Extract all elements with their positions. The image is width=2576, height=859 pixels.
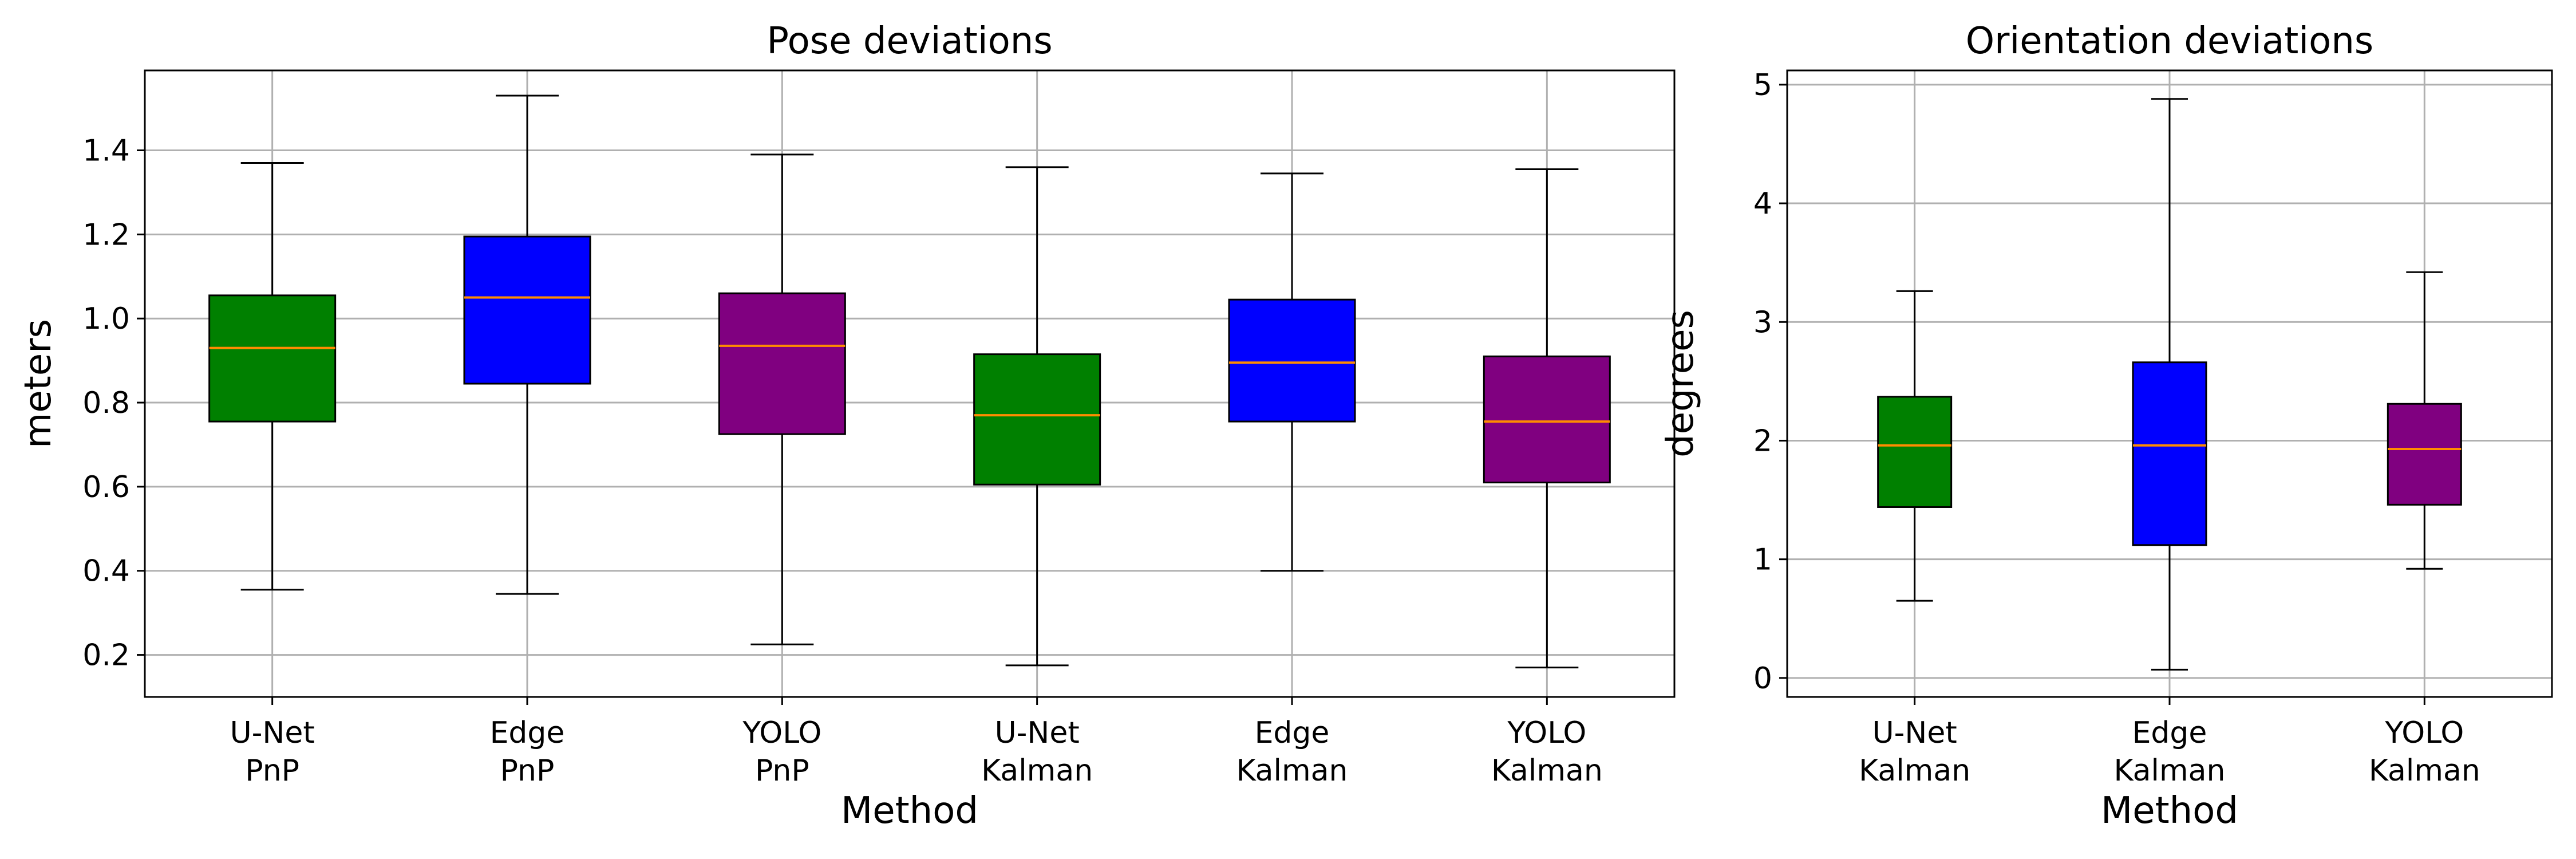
x-tick-label-line1: U-Net <box>995 716 1080 750</box>
x-tick-label-line1: Edge <box>490 716 565 750</box>
plot-frame <box>144 69 1676 698</box>
y-tick-label: 2 <box>1753 424 1772 458</box>
iqr-box <box>2132 361 2207 546</box>
box-plot-2 <box>463 94 591 595</box>
box-plot-3 <box>718 153 846 645</box>
y-tick-label: 0.2 <box>82 639 130 673</box>
box-plot-5 <box>1228 172 1356 572</box>
iqr-box <box>1877 396 1953 508</box>
y-tick-label: 1.0 <box>82 302 130 336</box>
x-tick-label-line2: Kalman <box>1236 754 1348 788</box>
x-tick-label-line1: Edge <box>1255 716 1330 750</box>
y-tick-label: 1.2 <box>82 218 130 252</box>
x-tick-label-line2: Kalman <box>2369 754 2480 788</box>
y-axis-label: meters <box>17 319 60 448</box>
x-tick-label-line2: PnP <box>500 754 555 788</box>
y-tick-label: 0.8 <box>82 386 130 420</box>
y-tick-label: 4 <box>1753 187 1772 221</box>
x-tick-label-line1: YOLO <box>742 716 821 750</box>
x-axis-label: Method <box>841 790 978 832</box>
iqr-box <box>463 235 591 385</box>
x-tick-label-line1: Edge <box>2132 716 2207 750</box>
iqr-box <box>2387 403 2462 506</box>
iqr-box <box>718 292 846 435</box>
y-tick-label: 1.4 <box>82 134 130 168</box>
pose-deviations-panel: 0.2 0.4 0.6 0.8 1.0 1.2 1.4 U-Net PnP Edge PnP YOLO… <box>17 20 1676 832</box>
x-tick-label-line2: PnP <box>245 754 299 788</box>
x-tick-label-line2: Kalman <box>1491 754 1603 788</box>
y-tick-label: 1 <box>1753 543 1772 577</box>
x-tick-label-line1: U-Net <box>230 716 315 750</box>
y-axis-label: degrees <box>1660 310 1702 458</box>
y-tick-label: 0.6 <box>82 470 130 505</box>
box-plot-1 <box>208 162 337 591</box>
y-tick-label: 0.4 <box>82 554 130 589</box>
x-tick-label-line2: Kalman <box>2114 754 2226 788</box>
orientation-deviations-panel: 0 1 2 3 4 5 U-Net Kalman Edge Kalman YOLO Kalman Ori… <box>1660 20 2553 832</box>
box-plot-1 <box>1877 290 1953 602</box>
x-tick-label-line2: Kalman <box>1859 754 1970 788</box>
box-plot-3 <box>2387 271 2462 570</box>
chart-title: Orientation deviations <box>1966 20 2373 62</box>
y-tick-label: 3 <box>1753 305 1772 340</box>
x-axis-label: Method <box>2101 790 2238 832</box>
chart-title: Pose deviations <box>767 20 1052 62</box>
iqr-box <box>1483 355 1611 484</box>
box-plot-6 <box>1483 168 1611 669</box>
x-tick-label-line2: PnP <box>755 754 809 788</box>
x-tick-label-line1: YOLO <box>1507 716 1586 750</box>
box-plot-2 <box>2132 98 2207 671</box>
x-tick-label-line1: U-Net <box>1872 716 1957 750</box>
x-tick-label-line2: Kalman <box>981 754 1093 788</box>
iqr-box <box>973 353 1101 486</box>
y-tick-label: 5 <box>1753 68 1772 103</box>
box-plot-4 <box>973 166 1101 667</box>
iqr-box <box>208 294 337 423</box>
x-tick-label-line1: YOLO <box>2384 716 2464 750</box>
iqr-box <box>1228 298 1356 423</box>
y-tick-label: 0 <box>1753 661 1772 696</box>
